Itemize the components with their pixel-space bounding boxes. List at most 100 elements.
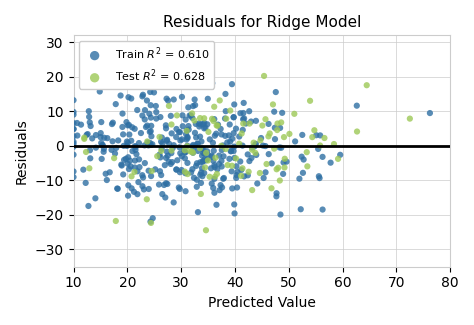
Train $R^2$ = 0.610 xyxy=(141,117,148,122)
Train $R^2$ = 0.610 xyxy=(73,133,81,138)
Train $R^2$ = 0.610 xyxy=(273,191,280,196)
Train $R^2$ = 0.610 xyxy=(163,96,170,101)
Train $R^2$ = 0.610 xyxy=(316,176,323,181)
Train $R^2$ = 0.610 xyxy=(175,185,182,190)
Train $R^2$ = 0.610 xyxy=(165,141,173,146)
Train $R^2$ = 0.610 xyxy=(135,157,143,162)
Train $R^2$ = 0.610 xyxy=(178,167,185,173)
Train $R^2$ = 0.610 xyxy=(128,186,136,191)
Train $R^2$ = 0.610 xyxy=(230,202,238,207)
Train $R^2$ = 0.610 xyxy=(164,153,172,158)
Test $R^2$ = 0.628 xyxy=(210,104,218,109)
Train $R^2$ = 0.610 xyxy=(131,144,139,149)
Test $R^2$ = 0.628 xyxy=(165,103,173,109)
Train $R^2$ = 0.610 xyxy=(210,117,218,122)
Test $R^2$ = 0.628 xyxy=(189,150,197,155)
Train $R^2$ = 0.610 xyxy=(136,164,143,170)
Train $R^2$ = 0.610 xyxy=(97,135,104,140)
Train $R^2$ = 0.610 xyxy=(220,176,228,181)
Train $R^2$ = 0.610 xyxy=(201,125,209,130)
Train $R^2$ = 0.610 xyxy=(146,129,154,135)
Train $R^2$ = 0.610 xyxy=(210,185,217,190)
Test $R^2$ = 0.628 xyxy=(154,154,161,159)
Train $R^2$ = 0.610 xyxy=(178,154,186,159)
Train $R^2$ = 0.610 xyxy=(192,135,200,140)
Train $R^2$ = 0.610 xyxy=(221,116,229,121)
Train $R^2$ = 0.610 xyxy=(80,167,87,172)
Train $R^2$ = 0.610 xyxy=(237,111,244,116)
Train $R^2$ = 0.610 xyxy=(214,122,222,127)
Train $R^2$ = 0.610 xyxy=(246,159,253,164)
Test $R^2$ = 0.628 xyxy=(310,128,318,133)
Train $R^2$ = 0.610 xyxy=(201,157,208,162)
Train $R^2$ = 0.610 xyxy=(70,126,77,131)
Test $R^2$ = 0.628 xyxy=(112,218,119,224)
Train $R^2$ = 0.610 xyxy=(210,163,218,168)
Train $R^2$ = 0.610 xyxy=(230,131,237,136)
Train $R^2$ = 0.610 xyxy=(126,132,133,137)
Train $R^2$ = 0.610 xyxy=(70,139,77,144)
Train $R^2$ = 0.610 xyxy=(127,164,134,169)
Train $R^2$ = 0.610 xyxy=(141,143,148,148)
Train $R^2$ = 0.610 xyxy=(162,126,170,131)
Test $R^2$ = 0.628 xyxy=(206,174,213,179)
Test $R^2$ = 0.628 xyxy=(273,167,281,172)
Train $R^2$ = 0.610 xyxy=(173,126,180,132)
Train $R^2$ = 0.610 xyxy=(159,141,166,146)
Train $R^2$ = 0.610 xyxy=(163,138,171,143)
Test $R^2$ = 0.628 xyxy=(201,116,208,121)
Train $R^2$ = 0.610 xyxy=(233,164,240,169)
Train $R^2$ = 0.610 xyxy=(149,215,156,221)
Test $R^2$ = 0.628 xyxy=(303,150,310,155)
Train $R^2$ = 0.610 xyxy=(189,103,197,109)
Test $R^2$ = 0.628 xyxy=(262,117,269,122)
Train $R^2$ = 0.610 xyxy=(254,181,261,186)
Test $R^2$ = 0.628 xyxy=(246,121,253,126)
Train $R^2$ = 0.610 xyxy=(123,143,131,149)
Train $R^2$ = 0.610 xyxy=(240,174,248,179)
Train $R^2$ = 0.610 xyxy=(147,115,155,120)
Train $R^2$ = 0.610 xyxy=(173,158,181,163)
Test $R^2$ = 0.628 xyxy=(277,120,285,125)
Train $R^2$ = 0.610 xyxy=(190,142,197,148)
Test $R^2$ = 0.628 xyxy=(236,141,243,146)
Train $R^2$ = 0.610 xyxy=(124,140,132,146)
Train $R^2$ = 0.610 xyxy=(276,145,283,150)
Train $R^2$ = 0.610 xyxy=(91,196,99,201)
Train $R^2$ = 0.610 xyxy=(125,183,132,188)
Train $R^2$ = 0.610 xyxy=(319,207,327,212)
Train $R^2$ = 0.610 xyxy=(187,170,195,175)
Train $R^2$ = 0.610 xyxy=(169,145,176,150)
Test $R^2$ = 0.628 xyxy=(131,169,138,175)
Train $R^2$ = 0.610 xyxy=(193,184,201,189)
Train $R^2$ = 0.610 xyxy=(182,131,190,136)
Train $R^2$ = 0.610 xyxy=(146,111,153,116)
Train $R^2$ = 0.610 xyxy=(426,111,434,116)
Train $R^2$ = 0.610 xyxy=(97,131,104,136)
Test $R^2$ = 0.628 xyxy=(186,149,194,154)
Test $R^2$ = 0.628 xyxy=(188,149,196,154)
Train $R^2$ = 0.610 xyxy=(230,149,237,154)
Train $R^2$ = 0.610 xyxy=(228,149,235,154)
Train $R^2$ = 0.610 xyxy=(218,148,226,153)
Train $R^2$ = 0.610 xyxy=(178,137,186,142)
Test $R^2$ = 0.628 xyxy=(214,123,221,128)
Train $R^2$ = 0.610 xyxy=(198,139,205,144)
Train $R^2$ = 0.610 xyxy=(118,111,126,116)
Train $R^2$ = 0.610 xyxy=(167,161,174,166)
Train $R^2$ = 0.610 xyxy=(283,159,291,164)
Train $R^2$ = 0.610 xyxy=(198,153,206,158)
Train $R^2$ = 0.610 xyxy=(128,149,136,154)
Train $R^2$ = 0.610 xyxy=(135,140,143,146)
Train $R^2$ = 0.610 xyxy=(158,135,165,140)
Train $R^2$ = 0.610 xyxy=(113,186,121,191)
Train $R^2$ = 0.610 xyxy=(103,177,110,183)
Train $R^2$ = 0.610 xyxy=(314,146,322,151)
Test $R^2$ = 0.628 xyxy=(211,174,219,179)
Train $R^2$ = 0.610 xyxy=(141,161,149,166)
Train $R^2$ = 0.610 xyxy=(230,115,237,120)
Train $R^2$ = 0.610 xyxy=(226,156,233,162)
Train $R^2$ = 0.610 xyxy=(189,150,197,155)
Train $R^2$ = 0.610 xyxy=(113,75,120,80)
Train $R^2$ = 0.610 xyxy=(206,137,214,142)
